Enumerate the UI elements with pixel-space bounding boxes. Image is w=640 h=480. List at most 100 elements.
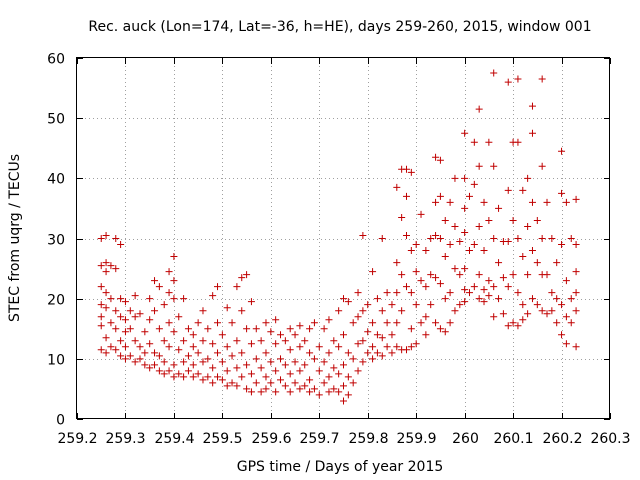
data-point [359,307,367,315]
data-points [97,69,580,405]
data-point [412,241,420,249]
data-point [160,358,168,366]
data-point [247,388,255,396]
data-point [131,337,139,345]
data-point [170,253,178,261]
data-point [465,192,473,200]
data-point [252,379,260,387]
data-point [117,352,125,360]
data-point [180,373,188,381]
x-tick-label: 260 [452,431,479,447]
data-point [407,247,415,255]
data-point [533,259,541,267]
data-point [146,295,154,303]
data-point [209,379,217,387]
data-point [180,337,188,345]
data-point [243,385,251,393]
data-point [107,319,115,327]
data-point [184,352,192,360]
data-point [359,358,367,366]
data-point [330,337,338,345]
x-tick-label: 259.5 [202,431,242,447]
data-point [252,355,260,363]
data-point [325,388,333,396]
data-point [461,286,469,294]
x-tick-label: 259.2 [57,431,97,447]
data-point [528,129,536,137]
data-point [378,307,386,315]
data-point [427,271,435,279]
data-point [102,268,110,276]
data-point [151,307,159,315]
data-point [121,355,129,363]
data-point [335,343,343,351]
data-point [301,382,309,390]
data-point [402,165,410,173]
data-point [495,204,503,212]
data-point [194,349,202,357]
data-point [383,343,391,351]
data-point [165,268,173,276]
data-point [412,340,420,348]
data-point [402,192,410,200]
data-point [107,262,115,270]
data-point [306,388,314,396]
data-point [504,186,512,194]
data-point [262,385,270,393]
data-point [528,247,536,255]
data-point [364,349,372,357]
data-point [97,322,105,330]
data-point [432,231,440,239]
data-point [267,328,275,336]
data-point [146,364,154,372]
y-tick-label: 50 [47,112,65,128]
y-tick-label: 20 [47,293,65,309]
data-point [291,358,299,366]
data-point [422,331,430,339]
data-point [553,295,561,303]
data-point [558,331,566,339]
data-point [519,316,527,324]
data-point [393,183,401,191]
data-point [485,138,493,146]
data-point [548,307,556,315]
data-point [470,138,478,146]
data-point [170,373,178,381]
data-point [315,391,323,399]
data-point [461,174,469,182]
data-point [170,328,178,336]
data-point [461,129,469,137]
data-point [509,319,517,327]
data-point [214,373,222,381]
data-point [155,352,163,360]
data-point [320,358,328,366]
data-point [461,228,469,236]
data-point [117,313,125,321]
data-point [543,310,551,318]
data-point [262,349,270,357]
data-point [136,343,144,351]
data-point [286,325,294,333]
data-point [121,343,129,351]
data-point [383,319,391,327]
data-point [228,379,236,387]
data-point [548,235,556,242]
data-point [340,361,347,369]
data-point [228,352,236,360]
data-point [485,277,493,285]
data-point [102,289,110,297]
data-point [461,204,469,212]
data-point [422,313,430,321]
data-point [504,238,512,246]
data-point [490,313,498,321]
data-point [194,319,202,327]
data-point [369,319,377,327]
data-point [436,235,444,242]
data-point [378,352,386,360]
data-point [528,198,536,206]
data-point [218,358,226,366]
data-point [470,283,478,291]
data-point [475,295,483,303]
data-point [112,235,120,242]
data-point [407,343,415,351]
